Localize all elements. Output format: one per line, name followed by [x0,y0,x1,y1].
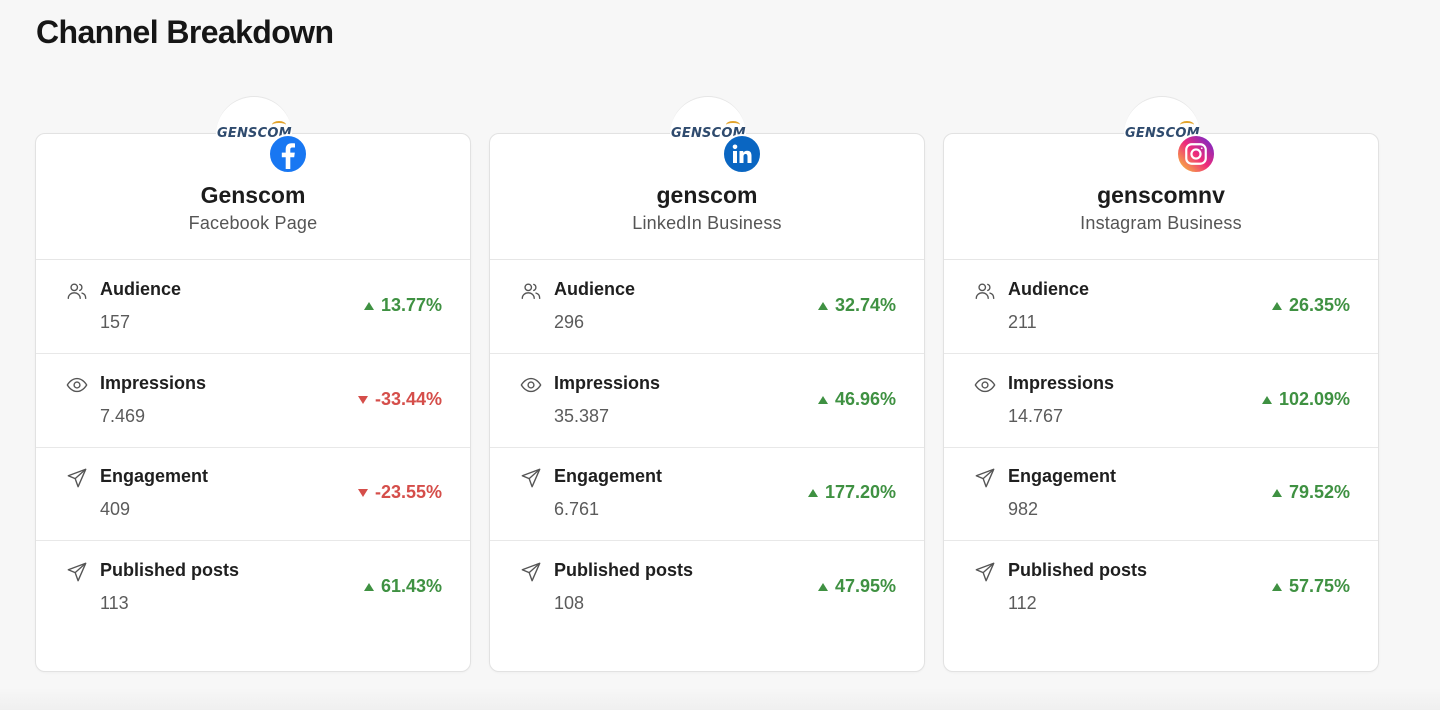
account-type: Facebook Page [188,213,318,233]
users-icon [975,283,995,300]
linkedin-icon [722,134,762,174]
metric-label: Published posts [100,560,240,580]
metric-change: 26.35% [1271,295,1350,316]
account-name: Genscom [200,182,306,208]
account-name: genscom [656,182,758,208]
metric-label: Audience [554,279,636,299]
metric-label: Audience [1008,279,1090,299]
users-icon [67,283,87,300]
metric-change: 13.77% [363,295,442,316]
eye-icon [974,377,996,393]
metric-value: 296 [554,312,585,332]
metric-impressions: Impressions 35.387 46.96% [490,354,924,448]
metric-impressions: Impressions 14.767 102.09% [944,354,1378,448]
metric-impressions: Impressions 7.469 -33.44% [36,354,470,448]
card-header: genscom LinkedIn Business [490,134,924,260]
metric-change: -23.55% [357,482,442,503]
page-footer-shade [0,688,1440,710]
metric-engagement: Engagement 982 79.52% [944,447,1378,541]
trend-up-icon [1271,582,1282,591]
metric-value: 982 [1008,499,1039,519]
metric-label: Engagement [554,466,663,486]
trend-down-icon [357,488,368,497]
paper-plane-icon [975,562,995,582]
metric-label: Engagement [100,466,209,486]
channel-card-instagram[interactable]: GENSCOM genscomnv Instagram Business Aud… [943,96,1379,672]
logo-swoosh [272,121,286,129]
metric-engagement: Engagement 409 -23.55% [36,447,470,541]
instagram-icon [1176,134,1216,174]
metric-audience: Audience 157 13.77% [36,260,470,354]
metric-value: 409 [100,499,131,519]
account-avatar: GENSCOM [1124,96,1216,174]
metric-value: 211 [1008,312,1037,332]
metric-label: Published posts [1008,560,1148,580]
metric-label: Audience [100,279,182,299]
logo-swoosh [726,121,740,129]
trend-up-icon [817,301,828,310]
metric-value: 157 [100,312,131,332]
trend-up-icon [363,301,374,310]
metric-change: 61.43% [363,576,442,597]
facebook-icon [268,134,308,174]
metric-change: -33.44% [357,389,442,410]
page-title: Channel Breakdown [36,14,334,50]
account-name: genscomnv [1097,182,1225,208]
channel-card-linkedin[interactable]: GENSCOM genscom LinkedIn Business Audien… [489,96,925,672]
paper-plane-icon [67,468,87,488]
trend-up-icon [817,582,828,591]
logo-swoosh [1180,121,1194,129]
metric-published-posts: Published posts 112 57.75% [944,541,1378,635]
metric-change: 57.75% [1271,576,1350,597]
metric-published-posts: Published posts 113 61.43% [36,541,470,635]
metric-value: 7.469 [100,406,146,426]
trend-up-icon [817,395,828,404]
trend-up-icon [1271,301,1282,310]
metric-value: 14.767 [1008,406,1064,426]
metric-label: Impressions [100,373,207,393]
metric-engagement: Engagement 6.761 177.20% [490,447,924,541]
card-header: Genscom Facebook Page [36,134,470,260]
channel-cards: GENSCOM Genscom Facebook Page Audience 1… [35,95,1380,672]
paper-plane-icon [521,468,541,488]
trend-up-icon [1271,488,1282,497]
metric-value: 112 [1008,593,1037,613]
card-header: genscomnv Instagram Business [944,134,1378,260]
metric-change: 32.74% [817,295,896,316]
metric-change: 177.20% [807,482,896,503]
metric-change: 46.96% [817,389,896,410]
metric-change: 79.52% [1271,482,1350,503]
metric-audience: Audience 296 32.74% [490,260,924,354]
genscom-logo: GENSCOM [671,126,746,141]
metric-label: Published posts [554,560,694,580]
metric-label: Impressions [1008,373,1115,393]
metric-audience: Audience 211 26.35% [944,260,1378,354]
account-avatar: GENSCOM [670,96,762,174]
account-avatar: GENSCOM [216,96,308,174]
account-type: Instagram Business [1080,213,1242,233]
genscom-logo: GENSCOM [217,126,292,141]
metric-published-posts: Published posts 108 47.95% [490,541,924,635]
channel-card-facebook[interactable]: GENSCOM Genscom Facebook Page Audience 1… [35,96,471,672]
metric-value: 35.387 [554,406,610,426]
metric-label: Impressions [554,373,661,393]
eye-icon [66,377,88,393]
trend-up-icon [807,488,818,497]
account-type: LinkedIn Business [632,213,782,233]
genscom-logo: GENSCOM [1125,126,1200,141]
metric-change: 102.09% [1261,389,1350,410]
paper-plane-icon [67,562,87,582]
metric-change: 47.95% [817,576,896,597]
metric-value: 113 [100,593,129,613]
users-icon [521,283,541,300]
paper-plane-icon [975,468,995,488]
eye-icon [520,377,542,393]
paper-plane-icon [521,562,541,582]
metric-value: 6.761 [554,499,600,519]
trend-up-icon [363,582,374,591]
metric-label: Engagement [1008,466,1117,486]
trend-up-icon [1261,395,1272,404]
trend-down-icon [357,395,368,404]
metric-value: 108 [554,593,585,613]
